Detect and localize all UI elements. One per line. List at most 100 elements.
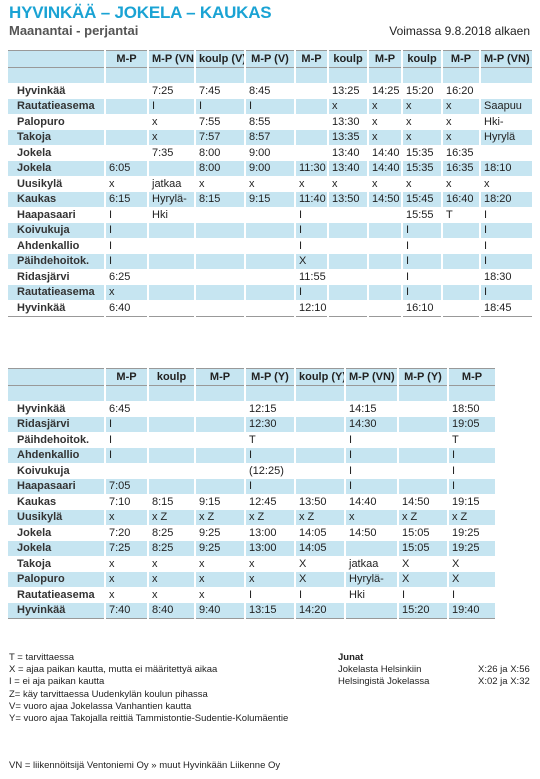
time-cell: I (401, 238, 442, 254)
time-cell: 14:05 (294, 540, 345, 556)
time-cell: x (244, 571, 295, 587)
time-cell: Hyrylä (479, 129, 532, 145)
time-cell: 14:40 (367, 145, 402, 161)
time-cell (147, 269, 195, 285)
time-cell (367, 207, 402, 223)
time-cell: I (401, 253, 442, 269)
time-cell: x (147, 129, 195, 145)
time-cell (104, 98, 148, 114)
time-cell (194, 478, 245, 494)
train-route: Helsingistä Jokelassa (338, 676, 430, 688)
time-cell: 19:25 (447, 525, 495, 541)
stop-name: Uusikylä (8, 509, 105, 525)
time-cell: 13:30 (327, 114, 368, 130)
time-cell (244, 207, 295, 223)
column-header: M-P (104, 368, 148, 386)
time-cell: x (327, 98, 368, 114)
time-cell: x (441, 176, 480, 192)
stop-row: Palopuro x x x x X Hyrylä- X X (8, 571, 495, 587)
time-cell (147, 160, 195, 176)
time-cell: 14:20 (294, 602, 345, 619)
stop-row: Ridasjärvi I 12:30 14:30 19:05 (8, 416, 495, 432)
time-cell: 14:40 (344, 494, 398, 510)
time-cell: T (244, 432, 295, 448)
time-cell: x (344, 509, 398, 525)
time-cell: x (294, 176, 328, 192)
time-cell: 8:57 (244, 129, 295, 145)
cell (147, 67, 195, 83)
time-cell: 8:00 (194, 145, 245, 161)
time-cell: 13:25 (327, 83, 368, 99)
time-cell: 9:25 (194, 525, 245, 541)
stop-name: Jokela (17, 526, 52, 539)
time-cell: X (397, 556, 448, 572)
time-cell: 12:45 (244, 494, 295, 510)
cell (401, 67, 442, 83)
time-cell (194, 222, 245, 238)
time-cell: X (397, 571, 448, 587)
blank-row (8, 385, 495, 401)
subtitle: Maanantai - perjantai (9, 23, 139, 38)
time-cell: 14:25 (367, 83, 402, 99)
stop-name: Hyvinkää (17, 402, 66, 415)
time-cell: I (104, 447, 148, 463)
time-cell: x (104, 571, 148, 587)
time-cell: I (344, 463, 398, 479)
stop-name: Hyvinkää (8, 602, 105, 619)
operator-note: VN = liikennöitsijä Ventoniemi Oy » muut… (9, 760, 281, 771)
time-cell: x (147, 571, 195, 587)
time-cell: 16:35 (441, 160, 480, 176)
time-cell: I (479, 284, 532, 300)
time-cell: 15:20 (397, 602, 448, 619)
time-cell: 12:30 (244, 416, 295, 432)
time-cell: 18:20 (479, 191, 532, 207)
time-cell: 14:05 (294, 525, 345, 541)
time-cell: x Z (447, 509, 495, 525)
stop-name: Päihdehoitok. (8, 253, 105, 269)
time-cell: 8:15 (147, 494, 195, 510)
time-cell: 11:55 (294, 269, 328, 285)
time-cell (294, 83, 328, 99)
time-cell (194, 300, 245, 317)
time-cell (104, 463, 148, 479)
time-cell (147, 432, 195, 448)
time-cell: 15:45 (401, 191, 442, 207)
time-cell: 9:40 (194, 602, 245, 619)
time-cell: x (147, 587, 195, 603)
time-cell: T (447, 432, 495, 448)
stop-name: Palopuro (8, 571, 105, 587)
time-cell: 11:40 (294, 191, 328, 207)
time-cell: 14:15 (344, 401, 398, 417)
time-cell (367, 284, 402, 300)
stop-row: Päihdehoitok. I T I T (8, 432, 495, 448)
time-cell: I (294, 207, 328, 223)
time-cell (397, 416, 448, 432)
time-cell (244, 253, 295, 269)
time-cell (327, 222, 368, 238)
time-cell (194, 401, 245, 417)
time-cell: 18:30 (479, 269, 532, 285)
time-cell: 7:25 (104, 540, 148, 556)
column-header: M-P (VN) (479, 50, 532, 68)
time-cell (441, 238, 480, 254)
time-cell: I (104, 253, 148, 269)
time-cell: I (244, 478, 295, 494)
time-cell (294, 447, 345, 463)
time-cell: 8:00 (194, 160, 245, 176)
time-cell (147, 463, 195, 479)
column-header: koulp (327, 50, 368, 68)
column-header: M-P (441, 50, 480, 68)
stop-name: Hyvinkää (17, 84, 66, 97)
column-header: M-P (294, 50, 328, 68)
stop-row: Hyvinkää 7:40 8:40 9:40 13:15 14:20 15:20 19:40 (8, 602, 495, 619)
time-cell (441, 222, 480, 238)
cell (397, 385, 448, 401)
note: Z= käy tarvittaessa Uudenkylän koulun pi… (9, 688, 208, 700)
notes: T = tarvittaessa X = ajaa paikan kautta, … (9, 652, 288, 725)
time-cell: x (367, 176, 402, 192)
stop-row: Ahdenkallio I I I I (8, 447, 495, 463)
time-cell (147, 401, 195, 417)
time-cell: 6:40 (104, 300, 148, 317)
stop-name: Jokela (17, 146, 52, 159)
